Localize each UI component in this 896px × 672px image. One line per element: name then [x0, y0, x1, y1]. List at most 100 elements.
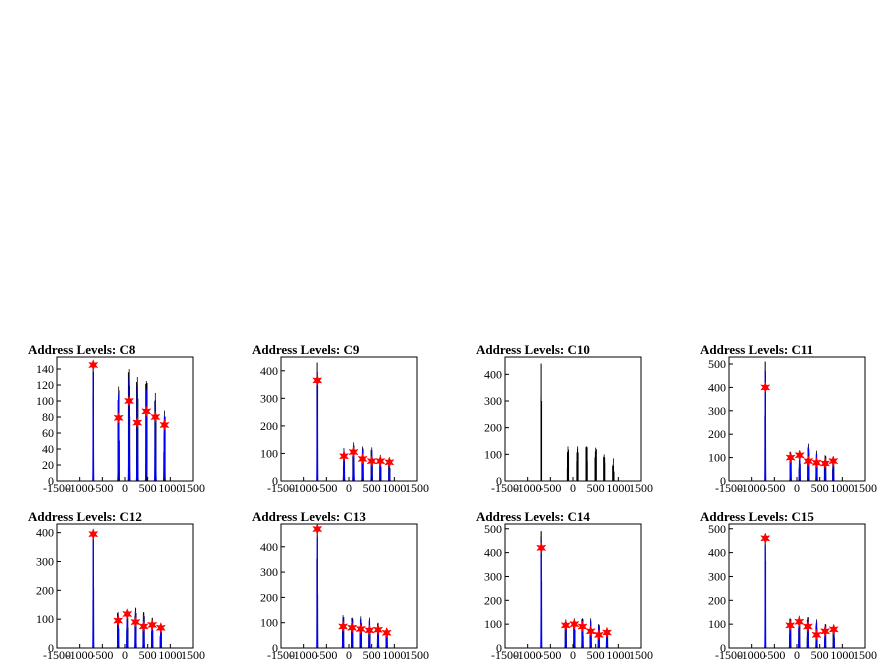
- x-tick-label: -500: [91, 481, 113, 495]
- histogram-peak: [594, 447, 597, 481]
- y-tick-label: 200: [484, 593, 502, 607]
- y-tick-label: 20: [42, 458, 54, 472]
- chart-title: Address Levels: C13: [252, 509, 366, 524]
- y-tick-label: 200: [260, 419, 278, 433]
- peak-marker: [355, 623, 366, 635]
- y-tick-label: 0: [496, 641, 502, 655]
- peak-marker: [760, 532, 771, 545]
- fit-curve: [351, 445, 355, 482]
- chart-title: Address Levels: C12: [28, 509, 142, 524]
- x-tick-label: 500: [811, 481, 829, 495]
- peak-marker: [384, 456, 395, 469]
- peak-marker: [159, 419, 170, 431]
- y-tick-label: 500: [708, 522, 726, 536]
- x-tick-label: 0: [346, 481, 352, 495]
- y-tick-label: 0: [272, 474, 278, 488]
- x-tick-label: 0: [794, 648, 800, 662]
- peak-marker: [794, 449, 805, 462]
- x-tick-label: -1500: [267, 648, 295, 662]
- peak-marker: [794, 615, 805, 628]
- y-tick-label: 0: [272, 641, 278, 655]
- y-tick-label: 100: [36, 394, 54, 408]
- peak-marker: [828, 623, 839, 636]
- fit-curve: [370, 450, 374, 482]
- y-tick-label: 100: [484, 447, 502, 461]
- peak-marker: [357, 453, 368, 465]
- x-tick-label: -500: [539, 481, 561, 495]
- chart-panel: Address Levels: C12 0 100 200 300 400 -1500-10…: [28, 509, 205, 662]
- x-tick-label: -1000: [738, 648, 766, 662]
- peak-marker: [150, 411, 161, 423]
- peak-marker: [364, 624, 375, 637]
- x-tick-label: -1000: [290, 648, 318, 662]
- chart-title: Address Levels: C15: [700, 509, 814, 524]
- chart-title: Address Levels: C10: [476, 342, 590, 357]
- peak-marker: [312, 374, 323, 387]
- y-tick-label: 100: [484, 617, 502, 631]
- x-tick-label: -1500: [43, 648, 71, 662]
- fit-curve: [367, 620, 371, 649]
- fit-curve: [135, 385, 139, 482]
- fit-curve: [540, 540, 543, 648]
- peak-marker: [113, 411, 124, 424]
- peak-marker: [560, 619, 571, 632]
- x-tick-label: 1500: [181, 481, 205, 495]
- y-tick-label: 400: [260, 540, 278, 554]
- fit-curve: [359, 618, 363, 649]
- peak-marker: [366, 455, 377, 468]
- y-tick-label: 300: [708, 569, 726, 583]
- x-tick-label: -1000: [290, 481, 318, 495]
- x-tick-label: 1500: [181, 648, 205, 662]
- x-tick-label: 1500: [629, 481, 653, 495]
- x-tick-label: 500: [139, 648, 157, 662]
- chart-panel: Address Levels: C10 0 100 200 300 400 -1500-10…: [476, 342, 653, 495]
- fit-curve: [361, 449, 365, 482]
- y-tick-label: 400: [708, 380, 726, 394]
- x-tick-label: 0: [570, 648, 576, 662]
- x-tick-label: -1500: [267, 481, 295, 495]
- peak-marker: [347, 621, 358, 634]
- y-tick-label: 0: [48, 474, 54, 488]
- plot-area: [312, 523, 392, 649]
- x-tick-label: -500: [763, 648, 785, 662]
- peak-marker: [122, 608, 133, 620]
- y-tick-label: 300: [708, 404, 726, 418]
- x-tick-label: 1500: [853, 481, 877, 495]
- x-tick-label: 1000: [606, 481, 630, 495]
- x-tick-label: 500: [587, 648, 605, 662]
- fit-curve: [316, 537, 319, 648]
- chart-panel: Address Levels: C11 0 100 200 300 400 500 -1500…: [700, 342, 877, 495]
- peak-marker: [338, 450, 350, 463]
- peak-marker: [819, 457, 831, 470]
- fit-curve: [764, 371, 767, 481]
- x-tick-label: -1500: [715, 648, 743, 662]
- x-tick-label: 1500: [405, 648, 429, 662]
- peak-marker: [819, 625, 831, 638]
- peak-marker: [123, 395, 135, 407]
- x-tick-label: -1000: [66, 481, 94, 495]
- plot-frame: [728, 523, 866, 649]
- fit-curve: [127, 377, 131, 482]
- peak-marker: [811, 628, 822, 641]
- fit-curve: [350, 620, 354, 649]
- x-tick-label: -1000: [514, 648, 542, 662]
- peak-marker: [593, 628, 604, 641]
- peak-marker: [132, 416, 143, 429]
- x-tick-label: -500: [763, 481, 785, 495]
- peak-marker: [375, 455, 386, 468]
- plot-area: [88, 359, 170, 482]
- x-tick-label: 1000: [158, 648, 182, 662]
- peak-marker: [811, 456, 822, 469]
- x-tick-label: -1000: [738, 481, 766, 495]
- histogram-peak: [566, 446, 570, 481]
- x-tick-label: 1000: [382, 648, 406, 662]
- peak-marker: [569, 618, 580, 631]
- peak-marker: [585, 625, 596, 638]
- x-tick-label: 0: [122, 481, 128, 495]
- x-tick-label: 500: [139, 481, 157, 495]
- plot-area: [536, 531, 613, 649]
- x-tick-label: 0: [570, 481, 576, 495]
- fit-curve: [142, 614, 146, 649]
- y-tick-label: 300: [484, 569, 502, 583]
